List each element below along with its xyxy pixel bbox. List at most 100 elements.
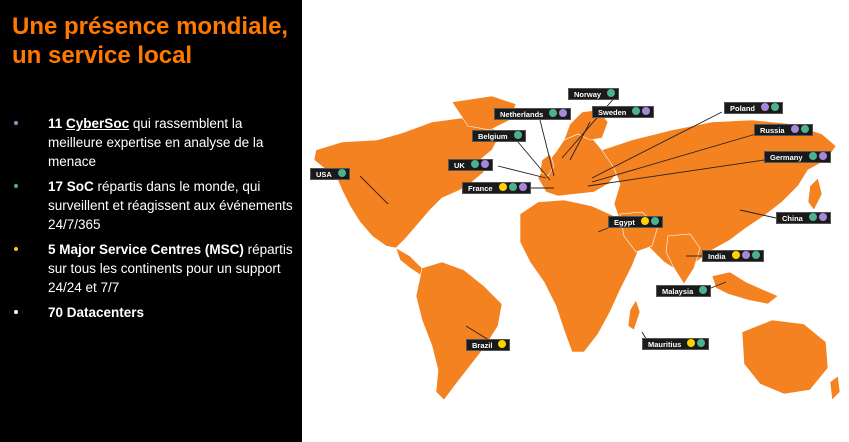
slide-title-line2: un service local [12,42,193,69]
status-dot-icon [470,160,479,168]
location-tag-uk: UK [448,159,493,171]
bullet-dot-icon [14,247,18,251]
location-tag-france: France [462,182,531,194]
status-dot-icon [498,340,507,348]
connector-germany [587,159,765,187]
location-dots [639,217,659,227]
location-name: Russia [760,125,785,135]
location-name: Norway [574,89,602,99]
location-tag-usa: USA [310,168,350,180]
location-tag-china: China [776,212,831,224]
south-america-shape [415,261,503,401]
location-name: Netherlands [500,109,544,119]
location-name: China [782,213,803,223]
status-dot-icon [498,183,507,191]
location-tag-mauritius: Mauritius [642,338,710,350]
location-tag-egypt: Egypt [608,216,663,228]
location-dots [497,183,527,193]
location-dots [547,109,568,119]
connector-netherlands [539,119,555,177]
connector-usa [359,175,389,205]
location-tag-malaysia: Malaysia [656,285,712,297]
location-name: France [468,183,493,193]
bullet-soc: 17 SoC répartis dans le monde, qui surve… [14,177,296,234]
bullet-bold-underlined: CyberSoc [66,116,130,131]
status-dot-icon [337,169,346,177]
location-dots [807,213,827,223]
location-name: UK [454,160,465,170]
bullet-bold: 11 [48,116,63,131]
location-name: Sweden [598,107,627,117]
connector-sweden [569,121,591,161]
bullet-dot-icon [14,121,18,125]
bullet-text: qui rassemblent la meilleure expertise e… [48,116,264,169]
left-panel: Une présence mondiale, un service local … [0,0,302,442]
continents [313,95,841,401]
status-dot-icon [751,251,760,259]
location-dots [807,152,827,162]
status-dot-icon [808,213,817,221]
status-dot-icon [818,213,827,221]
new-zealand-shape [829,375,841,401]
location-name: Egypt [614,217,635,227]
location-name: Germany [770,152,803,162]
status-dot-icon [508,183,517,191]
connector-uk [497,165,547,179]
bullet-msc: 5 Major Service Centres (MSC) répartis s… [14,240,296,297]
location-tag-poland: Poland [724,102,784,114]
status-dot-icon [818,152,827,160]
slide-title: Une présence mondiale, un service local [12,12,288,70]
bullet-bold: 17 SoC [48,179,94,194]
bullet-text: répartis dans le monde, qui surveillent … [48,179,293,232]
location-dots [512,131,522,141]
status-dot-icon [518,183,527,191]
india-shape [665,233,701,285]
location-name: Mauritius [648,339,682,349]
location-tag-india: India [702,250,764,262]
australia-shape [741,319,829,395]
location-dots [469,160,489,170]
southeast-asia-shape [711,271,779,305]
status-dot-icon [771,103,780,111]
world-map-graphic [313,95,841,401]
status-dot-icon [513,131,522,139]
status-dot-icon [640,217,649,225]
status-dot-icon [650,217,659,225]
connector-egypt [597,227,609,233]
location-dots [789,125,809,135]
location-name: Belgium [478,131,508,141]
location-dots [685,339,706,349]
location-dots [496,340,507,350]
location-tag-belgium: Belgium [472,130,526,142]
status-dot-icon [549,109,558,117]
status-dot-icon [697,339,706,347]
location-tag-sweden: Sweden [592,106,655,118]
north-america-shape [313,117,501,249]
connector-china [739,209,777,219]
world-map: Norway Netherlands Sweden Poland Belgium… [302,0,849,442]
location-tag-norway: Norway [568,88,620,100]
status-dot-icon [808,152,817,160]
japan-shape [807,177,823,211]
greenland-shape [451,95,517,131]
bullet-dot-icon [14,310,18,314]
location-dots [730,251,760,261]
status-dot-icon [642,107,651,115]
location-name: Poland [730,103,756,113]
africa-shape [519,199,641,353]
slide-title-line1: Une présence mondiale, [12,13,289,40]
status-dot-icon [699,286,708,294]
status-dot-icon [761,103,770,111]
connector-belgium [517,141,551,181]
location-dots [630,107,651,117]
madagascar-shape [627,299,641,331]
bullet-bold: 70 Datacenters [48,305,145,320]
status-dot-icon [480,160,489,168]
location-name: Brazil [472,340,493,350]
status-dot-icon [687,339,696,347]
location-dots [759,103,780,113]
bullet-datacenters: 70 Datacenters [14,303,296,322]
location-name: India [708,251,726,261]
bullet-text: répartis sur tous les continents pour un… [48,242,293,295]
location-tag-russia: Russia [754,124,813,136]
